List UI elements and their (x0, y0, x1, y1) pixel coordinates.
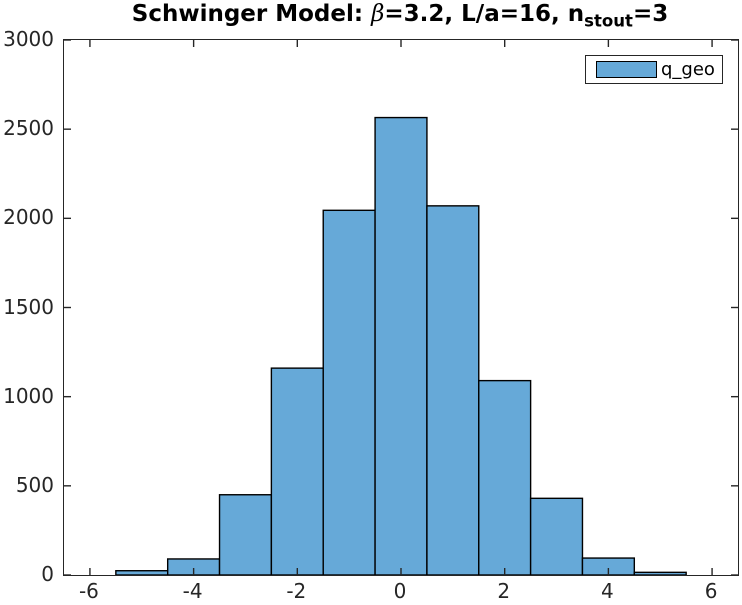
title-text-3: =3 (632, 1, 669, 27)
y-tick-label: 1000 (3, 383, 54, 408)
y-tick-label: 0 (41, 562, 54, 586)
legend-label-q_geo: q_geo (661, 58, 715, 80)
histogram-bar (322, 209, 376, 575)
x-tick-label: 6 (704, 579, 718, 603)
legend: q_geo (585, 55, 723, 84)
histogram-bar (270, 367, 324, 575)
histogram-plot (64, 40, 738, 575)
legend-swatch-q_geo (596, 61, 657, 78)
y-tick-label: 3000 (3, 27, 54, 51)
chart-title: Schwinger Model: β=3.2, L/a=16, nstout=3 (63, 1, 737, 31)
x-tick-label: -2 (286, 579, 307, 603)
x-tick-label: 0 (393, 579, 407, 603)
y-tick-label: 500 (15, 472, 54, 497)
histogram-bar (426, 205, 480, 575)
title-text-2: =3.2, L/a=16, n (384, 1, 585, 27)
x-tick-label: 4 (601, 579, 614, 603)
histogram-bar (478, 379, 532, 575)
y-tick-label: 2500 (3, 116, 54, 141)
histogram-bar (115, 570, 169, 575)
histogram-bar (218, 494, 273, 575)
histogram-bar (529, 497, 584, 575)
x-tick-label: -4 (182, 579, 203, 603)
title-beta-symbol: β (371, 1, 385, 27)
title-subscript: stout (584, 11, 633, 31)
x-tick-label: -6 (78, 579, 99, 603)
title-text-1: Schwinger Model: (131, 1, 372, 27)
y-tick-label: 1500 (3, 294, 54, 319)
x-tick-label: 2 (497, 579, 511, 603)
y-tick-label: 2000 (3, 205, 54, 230)
histogram-bar (374, 116, 428, 575)
histogram-bar (633, 571, 687, 575)
plot-area (63, 39, 739, 576)
